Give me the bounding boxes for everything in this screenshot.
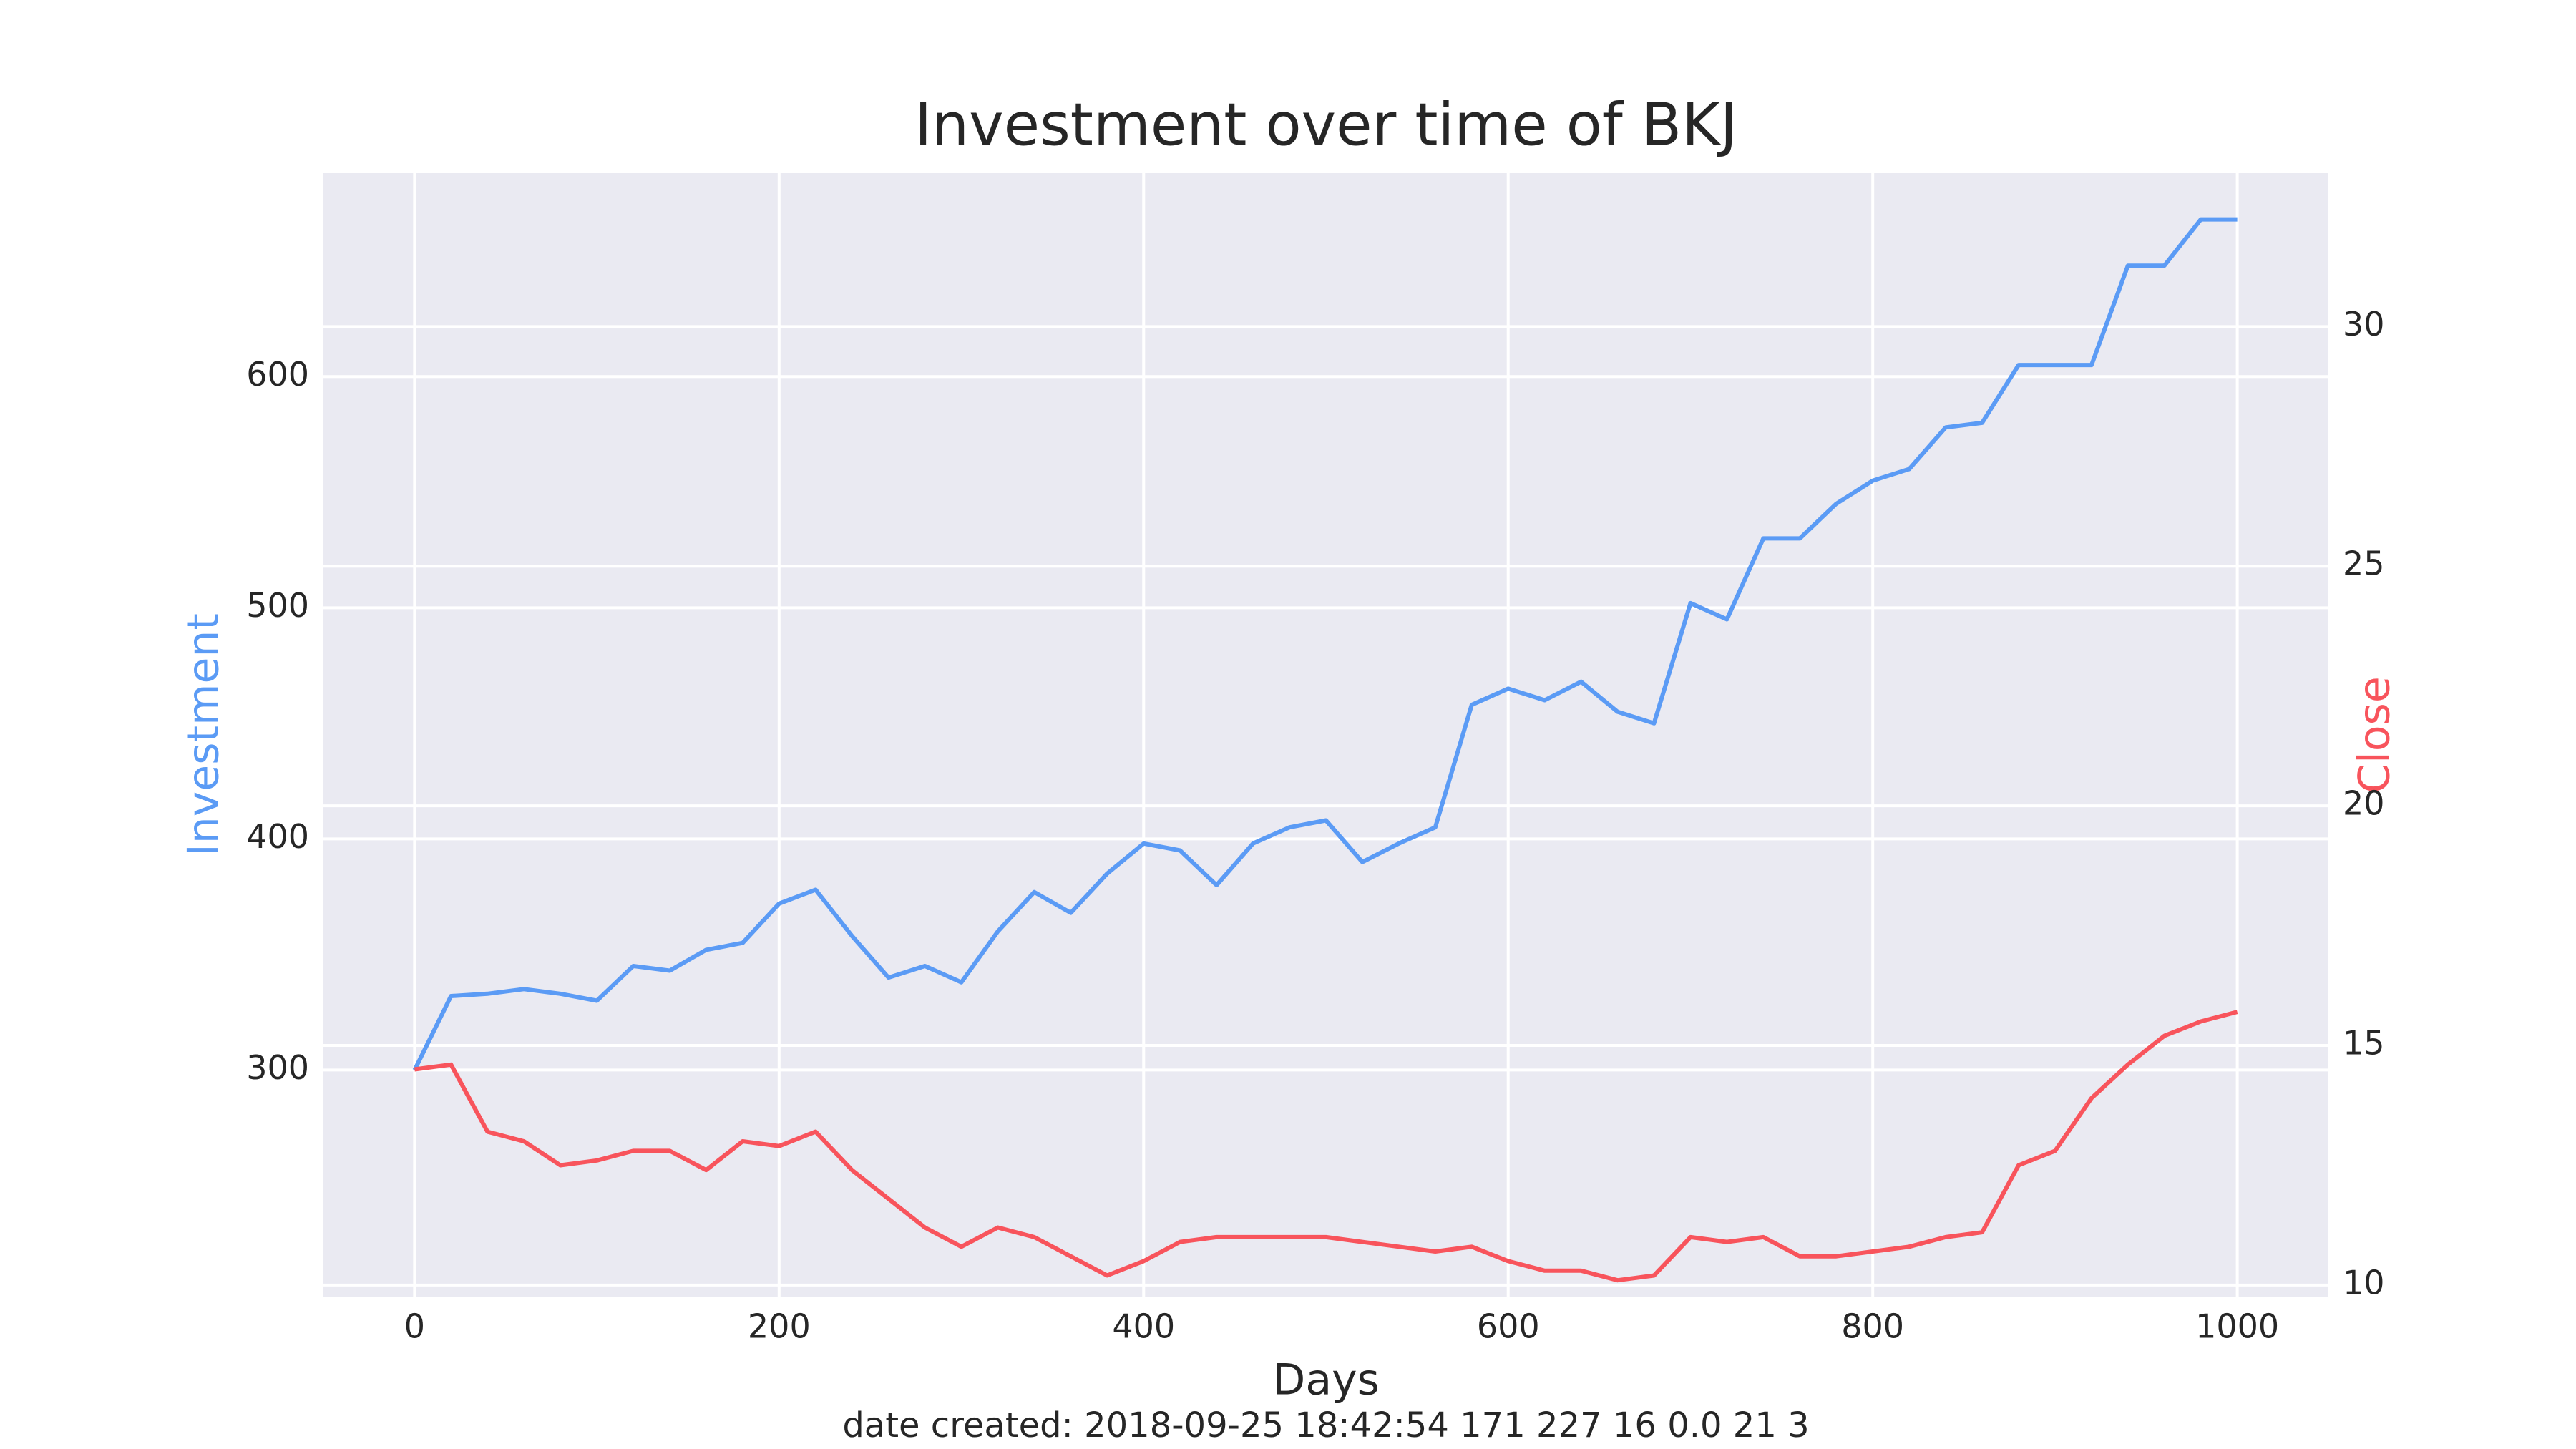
line-series (412, 217, 2238, 1071)
y2-tick-label: 25 (2343, 545, 2385, 583)
y-tick-label: 400 (246, 817, 309, 856)
x-axis-label: Days (1272, 1355, 1380, 1405)
x-tick-label: 600 (1477, 1307, 1540, 1346)
caption: date created: 2018-09-25 18:42:54 171 22… (842, 1405, 1809, 1445)
y-tick-label: 300 (246, 1048, 309, 1087)
x-tick-label: 1000 (2195, 1307, 2279, 1346)
x-tick-label: 0 (404, 1307, 425, 1346)
y-tick-label: 500 (246, 586, 309, 625)
y2-tick-label: 20 (2343, 784, 2385, 823)
y2-axis-label: Close (2350, 676, 2400, 793)
chart-title: Investment over time of BKJ (914, 91, 1737, 159)
x-tick-label: 400 (1112, 1307, 1175, 1346)
y2-tick-label: 15 (2343, 1024, 2385, 1063)
x-tick-label: 200 (748, 1307, 811, 1346)
x-tick-label: 800 (1841, 1307, 1904, 1346)
y-tick-label: 600 (246, 355, 309, 394)
y2-tick-label: 30 (2343, 305, 2385, 343)
plot-area (323, 173, 2328, 1297)
y-axis-label: Investment (179, 613, 229, 857)
y2-tick-label: 10 (2343, 1263, 2385, 1302)
line-series (414, 1010, 2238, 1283)
